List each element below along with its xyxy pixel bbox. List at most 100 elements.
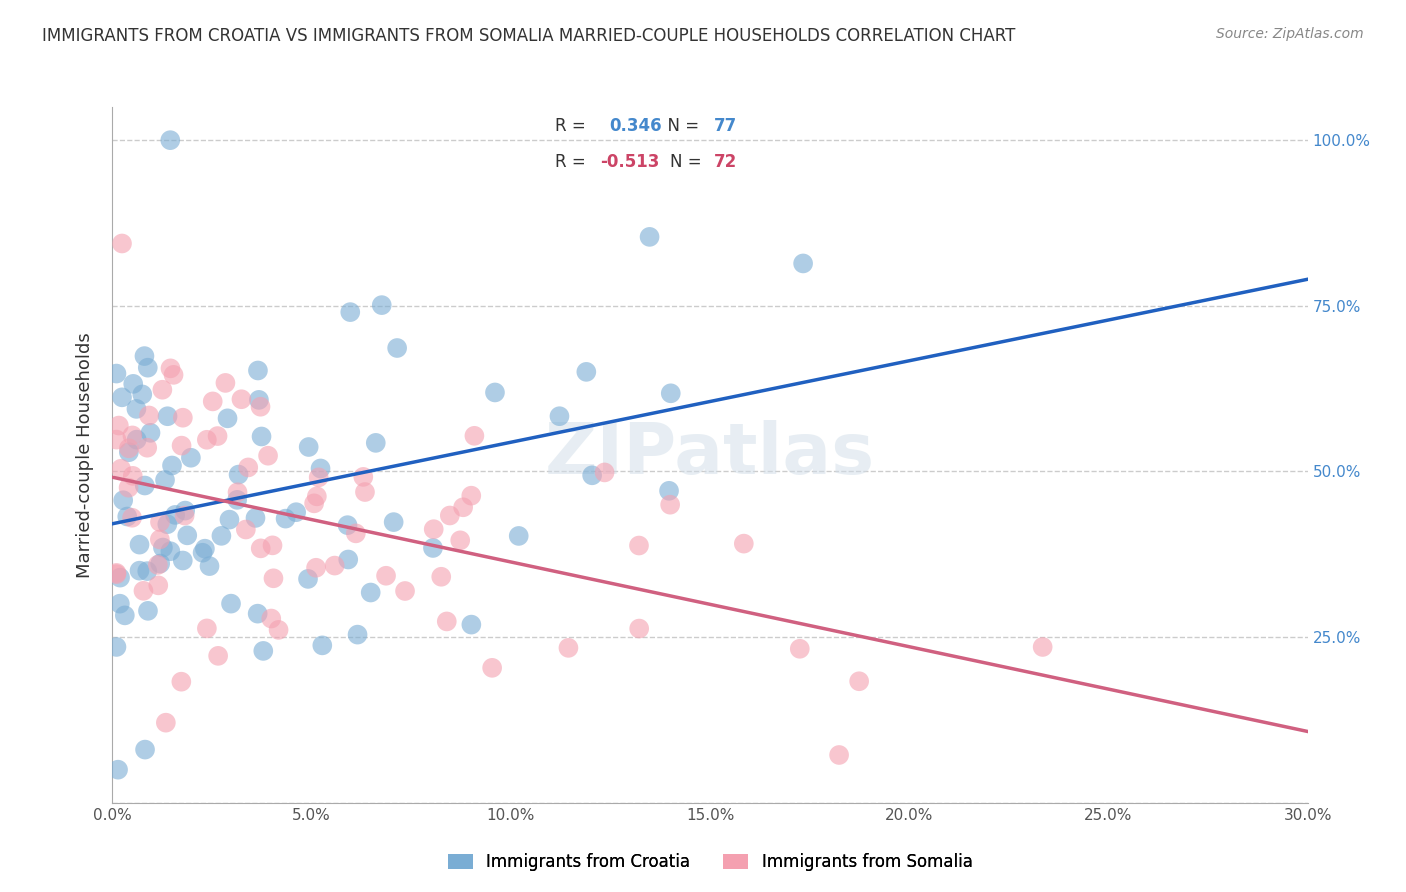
Point [394,584,416,599]
Point [658,483,681,498]
Point [207,429,229,443]
Point [267,623,290,637]
Point [638,230,661,244]
Point [430,570,453,584]
Point [226,492,249,507]
Point [149,515,172,529]
Point [136,564,159,578]
Point [548,409,571,424]
Point [149,533,172,547]
Point [848,674,870,689]
Point [170,674,193,689]
Point [108,571,131,585]
Point [159,544,181,558]
Point [262,538,284,552]
Point [245,511,267,525]
Point [152,541,174,555]
Point [214,376,236,390]
Point [481,661,503,675]
Point [132,583,155,598]
Text: R =: R = [555,153,591,171]
Point [122,376,145,391]
Point [174,503,197,517]
Point [460,489,482,503]
Point [105,567,128,582]
Point [217,411,239,425]
Point [309,461,332,475]
Point [108,418,131,433]
Point [789,641,811,656]
Point [148,578,170,592]
Point [155,715,177,730]
Text: Source: ZipAtlas.com: Source: ZipAtlas.com [1216,27,1364,41]
Point [226,485,249,500]
Point [422,541,444,555]
Point [792,256,814,270]
Point [228,467,250,482]
Point [110,461,132,475]
Text: ZIPatlas: ZIPatlas [546,420,875,490]
Point [249,400,271,414]
Point [114,608,136,623]
Point [131,387,153,401]
Point [105,640,128,654]
Point [262,571,284,585]
Point [385,341,408,355]
Point [274,511,297,525]
Y-axis label: Married-couple Households: Married-couple Households [76,332,94,578]
Point [218,513,240,527]
Point [209,529,232,543]
Text: 72: 72 [714,153,737,171]
Point [146,558,169,572]
Point [581,468,603,483]
Point [344,526,367,541]
Point [139,425,162,440]
Text: 0.346: 0.346 [609,117,661,135]
Point [352,470,374,484]
Point [659,498,682,512]
Point [118,442,141,456]
Point [308,470,330,484]
Point [198,559,221,574]
Point [235,523,257,537]
Point [172,553,194,567]
Point [360,585,382,599]
Point [150,383,173,397]
Point [436,615,458,629]
Point [305,489,328,503]
Point [136,604,159,618]
Point [339,305,361,319]
Point [153,473,176,487]
Point [375,568,398,582]
Point [165,508,187,522]
Point [285,505,308,519]
Point [136,360,159,375]
Point [107,763,129,777]
Point [149,557,172,571]
Point [593,466,616,480]
Text: R =: R = [555,117,596,135]
Point [364,435,387,450]
Point [828,747,851,762]
Point [105,566,128,580]
Point [238,460,260,475]
Point [134,349,156,363]
Point [105,433,128,447]
Point [134,742,156,756]
Point [302,496,325,510]
Point [231,392,253,407]
Text: IMMIGRANTS FROM CROATIA VS IMMIGRANTS FROM SOMALIA MARRIED-COUPLE HOUSEHOLDS COR: IMMIGRANTS FROM CROATIA VS IMMIGRANTS FR… [42,27,1015,45]
Point [173,508,195,523]
Point [627,539,650,553]
Point [156,409,179,424]
Point [111,390,134,404]
Point [508,529,530,543]
Point [439,508,461,523]
Point [170,439,193,453]
Point [305,560,328,574]
Point [451,500,474,515]
Point [460,617,482,632]
Point [250,429,273,443]
Point [449,533,471,548]
Text: -0.513: -0.513 [600,153,659,171]
